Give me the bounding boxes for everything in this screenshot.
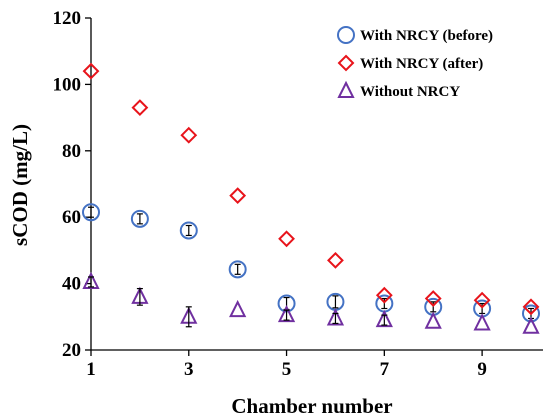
series-1 xyxy=(82,203,540,323)
data-point xyxy=(326,308,345,326)
y-tick-label: 100 xyxy=(53,74,82,95)
data-point xyxy=(277,304,296,323)
x-tick-label: 7 xyxy=(380,359,390,380)
x-tick-label: 3 xyxy=(184,359,194,380)
x-tick-label: 1 xyxy=(86,359,96,380)
x-tick-label: 9 xyxy=(477,359,487,380)
data-point xyxy=(424,311,442,329)
data-marks xyxy=(82,62,540,334)
ticks: 20 40 60 80 100 120 1 3 5 7 9 xyxy=(53,8,487,380)
data-point xyxy=(82,203,100,222)
legend-marker xyxy=(337,26,355,44)
data-point xyxy=(522,316,540,334)
legend-label: With NRCY (before) xyxy=(360,28,493,44)
y-tick-label: 40 xyxy=(62,274,81,295)
legend-label: Without NRCY xyxy=(360,84,460,100)
x-axis-title: Chamber number xyxy=(231,394,392,418)
data-point xyxy=(424,290,442,307)
data-point xyxy=(229,187,247,205)
data-point xyxy=(82,62,100,80)
data-point xyxy=(130,209,149,228)
data-point xyxy=(327,251,344,269)
legend-label: With NRCY (after) xyxy=(360,56,483,72)
series-2 xyxy=(82,62,540,316)
data-point xyxy=(131,99,149,117)
data-point xyxy=(278,230,295,248)
y-axis-title: sCOD (mg/L) xyxy=(8,124,32,246)
x-tick-label: 5 xyxy=(282,359,292,380)
data-point xyxy=(229,299,247,318)
legend: With NRCY (before) With NRCY (after) Witho… xyxy=(337,26,493,100)
y-tick-label: 20 xyxy=(62,340,81,361)
data-point xyxy=(228,260,247,279)
y-tick-label: 120 xyxy=(53,8,82,29)
data-point xyxy=(522,304,540,323)
series-3 xyxy=(82,271,540,334)
legend-marker xyxy=(337,80,355,98)
data-point xyxy=(473,291,491,309)
data-point xyxy=(180,126,198,144)
legend-marker xyxy=(337,54,355,72)
y-tick-label: 60 xyxy=(62,207,81,228)
axes xyxy=(90,18,543,351)
data-point xyxy=(82,271,100,289)
data-point xyxy=(522,298,540,316)
data-point xyxy=(375,286,393,304)
data-point xyxy=(179,221,198,240)
data-point xyxy=(473,313,491,331)
y-tick-label: 80 xyxy=(62,141,81,162)
data-point xyxy=(375,309,393,328)
